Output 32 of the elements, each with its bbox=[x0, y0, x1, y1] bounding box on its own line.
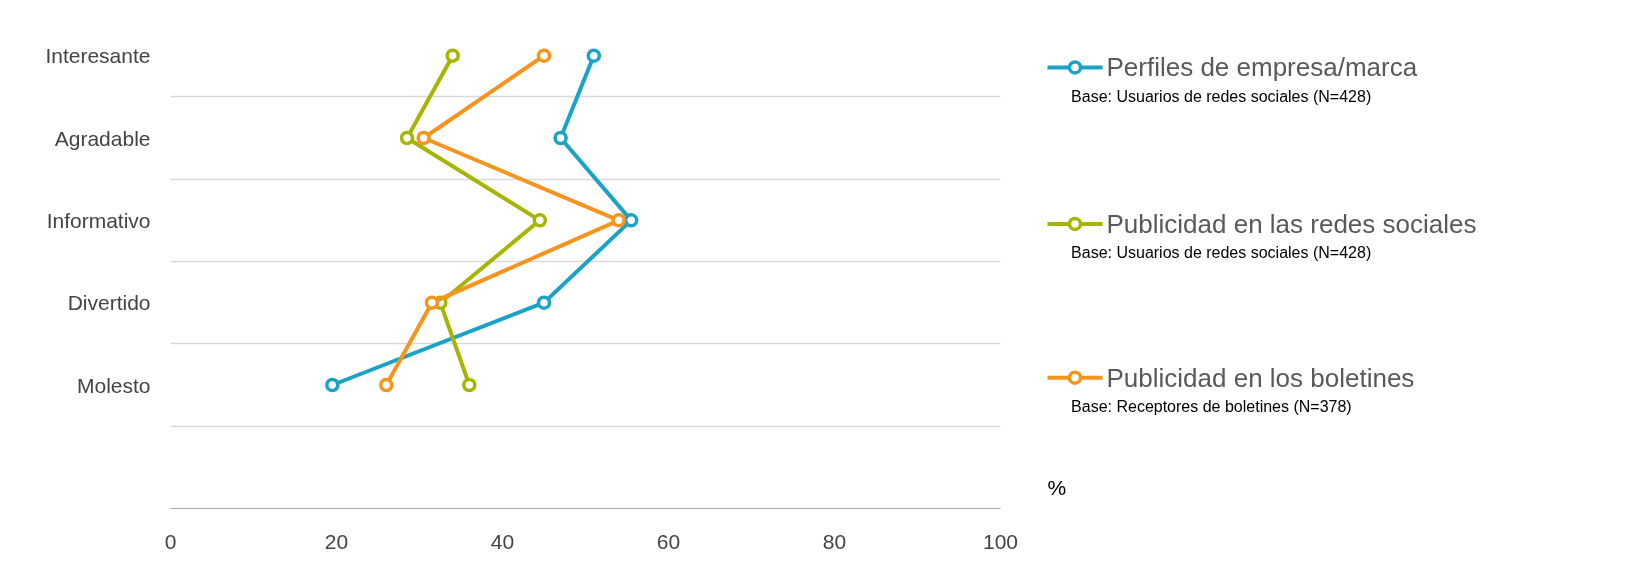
y-tick-label: Agradable bbox=[54, 126, 151, 150]
point bbox=[536, 295, 552, 310]
legend-label: Publicidad en los boletines bbox=[1106, 362, 1415, 393]
point bbox=[379, 377, 394, 393]
legend-label: Perfiles de empresa/marca bbox=[1106, 52, 1418, 83]
point bbox=[424, 295, 440, 310]
point bbox=[623, 213, 639, 228]
point bbox=[586, 48, 602, 63]
y-tick-label: Informativo bbox=[46, 208, 151, 232]
point bbox=[445, 48, 460, 63]
point bbox=[532, 213, 548, 228]
x-tick-label: 20 bbox=[324, 529, 349, 553]
text: Base: Usuarios de redes sociales (N=428) bbox=[1071, 88, 1372, 106]
x-axis-title: % bbox=[1047, 476, 1067, 500]
point bbox=[462, 377, 477, 393]
x-tick-label: 80 bbox=[822, 529, 847, 553]
x-tick-label: 60 bbox=[656, 529, 681, 553]
point bbox=[536, 48, 552, 63]
x-tick-label: 40 bbox=[490, 529, 515, 553]
x-tick-label: 100 bbox=[982, 529, 1019, 553]
text: Base: Receptores de boletines (N=378) bbox=[1071, 398, 1352, 416]
point bbox=[553, 130, 568, 146]
text: Base: Usuarios de redes sociales (N=428) bbox=[1071, 244, 1372, 262]
point bbox=[611, 213, 626, 228]
legend-label: Publicidad en las redes sociales bbox=[1106, 208, 1477, 239]
point bbox=[325, 377, 340, 393]
point bbox=[399, 130, 415, 146]
point bbox=[416, 130, 431, 146]
x-tick-label: 0 bbox=[164, 529, 177, 553]
y-tick-label: Molesto bbox=[76, 373, 151, 397]
y-tick-label: Divertido bbox=[67, 291, 151, 315]
y-tick-label: Interesante bbox=[45, 44, 151, 68]
